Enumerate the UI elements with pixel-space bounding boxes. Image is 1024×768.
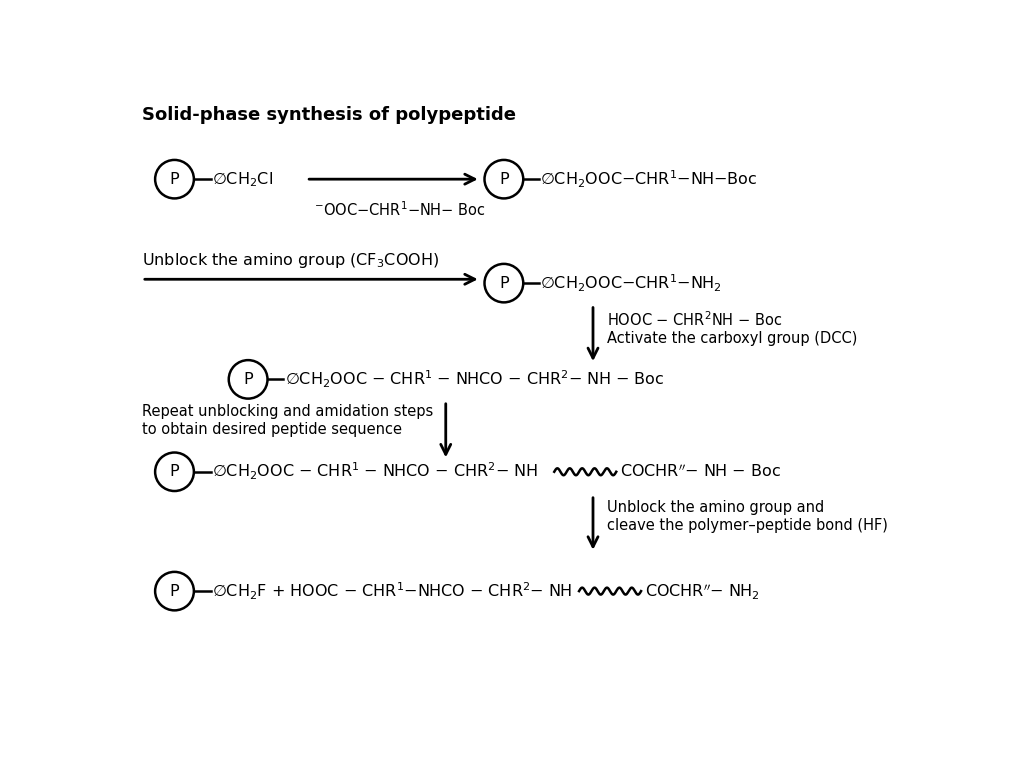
Text: COCHR$^{\prime\prime}$$-$ NH$_2$: COCHR$^{\prime\prime}$$-$ NH$_2$ xyxy=(645,581,760,601)
Text: Solid-phase synthesis of polypeptide: Solid-phase synthesis of polypeptide xyxy=(142,106,516,124)
Text: P: P xyxy=(170,172,179,187)
Text: to obtain desired peptide sequence: to obtain desired peptide sequence xyxy=(142,422,402,437)
Text: P: P xyxy=(170,584,179,598)
Text: P: P xyxy=(244,372,253,387)
Text: $\emptyset$CH$_2$OOC $-$ CHR$^1$ $-$ NHCO $-$ CHR$^2$$-$ NH $-$ Boc: $\emptyset$CH$_2$OOC $-$ CHR$^1$ $-$ NHC… xyxy=(285,369,664,390)
Text: Repeat unblocking and amidation steps: Repeat unblocking and amidation steps xyxy=(142,404,433,419)
Text: Unblock the amino group (CF$_3$COOH): Unblock the amino group (CF$_3$COOH) xyxy=(142,250,439,270)
Text: cleave the polymer–peptide bond (HF): cleave the polymer–peptide bond (HF) xyxy=(607,518,888,533)
Text: $\emptyset$CH$_2$OOC$-$CHR$^1$$-$NH$-$Boc: $\emptyset$CH$_2$OOC$-$CHR$^1$$-$NH$-$Bo… xyxy=(541,168,758,190)
Text: $^{-}$OOC$-$CHR$^1$$-$NH$-$ Boc: $^{-}$OOC$-$CHR$^1$$-$NH$-$ Boc xyxy=(314,200,485,220)
Text: COCHR$^{\prime\prime}$$-$ NH $-$ Boc: COCHR$^{\prime\prime}$$-$ NH $-$ Boc xyxy=(621,463,781,481)
Text: $\emptyset$CH$_2$Cl: $\emptyset$CH$_2$Cl xyxy=(212,170,273,188)
Text: Activate the carboxyl group (DCC): Activate the carboxyl group (DCC) xyxy=(607,331,857,346)
Text: P: P xyxy=(499,172,509,187)
Text: P: P xyxy=(170,465,179,479)
Text: $\emptyset$CH$_2$OOC $-$ CHR$^1$ $-$ NHCO $-$ CHR$^2$$-$ NH: $\emptyset$CH$_2$OOC $-$ CHR$^1$ $-$ NHC… xyxy=(212,461,538,482)
Text: Unblock the amino group and: Unblock the amino group and xyxy=(607,501,824,515)
Text: P: P xyxy=(499,276,509,290)
Text: HOOC $-$ CHR$^2$NH $-$ Boc: HOOC $-$ CHR$^2$NH $-$ Boc xyxy=(607,311,782,329)
Text: $\emptyset$CH$_2$OOC$-$CHR$^1$$-$NH$_2$: $\emptyset$CH$_2$OOC$-$CHR$^1$$-$NH$_2$ xyxy=(541,273,722,294)
Text: $\emptyset$CH$_2$F $+$ HOOC $-$ CHR$^1$$-$NHCO $-$ CHR$^2$$-$ NH: $\emptyset$CH$_2$F $+$ HOOC $-$ CHR$^1$$… xyxy=(212,581,572,602)
